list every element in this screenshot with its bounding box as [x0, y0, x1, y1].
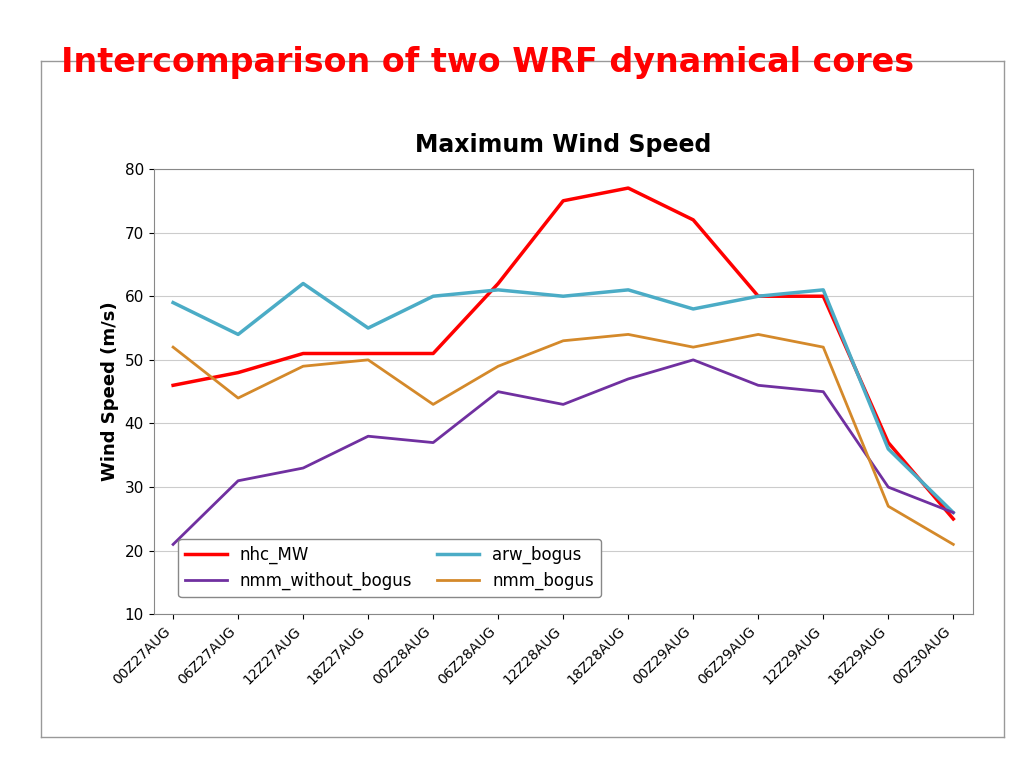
nhc_MW [687, 215, 699, 224]
arw_bogus [232, 329, 245, 339]
Line: arw_bogus: arw_bogus [173, 283, 953, 512]
arw_bogus [362, 323, 375, 333]
nmm_without_bogus [687, 356, 699, 365]
nhc_MW [817, 292, 829, 301]
nhc_MW [493, 279, 505, 288]
arw_bogus [167, 298, 179, 307]
nhc_MW [622, 184, 634, 193]
nhc_MW [947, 515, 959, 524]
nmm_without_bogus [362, 432, 375, 441]
Line: nhc_MW: nhc_MW [173, 188, 953, 519]
nhc_MW [882, 438, 894, 447]
arw_bogus [752, 292, 764, 301]
nmm_bogus [557, 336, 569, 346]
nmm_bogus [167, 343, 179, 352]
arw_bogus [557, 292, 569, 301]
arw_bogus [427, 292, 439, 301]
nhc_MW [167, 381, 179, 390]
nmm_without_bogus [167, 540, 179, 549]
nmm_bogus [362, 356, 375, 365]
arw_bogus [297, 279, 309, 288]
nmm_without_bogus [427, 438, 439, 447]
nmm_without_bogus [493, 387, 505, 396]
nmm_bogus [882, 502, 894, 511]
nhc_MW [427, 349, 439, 358]
arw_bogus [687, 304, 699, 313]
arw_bogus [493, 285, 505, 294]
nmm_without_bogus [232, 476, 245, 485]
nmm_bogus [427, 400, 439, 409]
nmm_bogus [687, 343, 699, 352]
nhc_MW [752, 292, 764, 301]
Legend: nhc_MW, nmm_without_bogus, arw_bogus, nmm_bogus: nhc_MW, nmm_without_bogus, arw_bogus, nm… [178, 539, 601, 598]
nhc_MW [297, 349, 309, 358]
arw_bogus [882, 445, 894, 454]
nmm_bogus [947, 540, 959, 549]
arw_bogus [947, 508, 959, 517]
nmm_bogus [622, 329, 634, 339]
Title: Maximum Wind Speed: Maximum Wind Speed [415, 134, 712, 157]
nmm_bogus [297, 362, 309, 371]
nmm_bogus [752, 329, 764, 339]
nhc_MW [232, 368, 245, 377]
nmm_without_bogus [882, 482, 894, 492]
nmm_without_bogus [752, 381, 764, 390]
arw_bogus [817, 285, 829, 294]
nmm_without_bogus [297, 463, 309, 472]
nhc_MW [362, 349, 375, 358]
nmm_without_bogus [557, 400, 569, 409]
nmm_bogus [493, 362, 505, 371]
Text: Intercomparison of two WRF dynamical cores: Intercomparison of two WRF dynamical cor… [61, 46, 914, 79]
Line: nmm_bogus: nmm_bogus [173, 334, 953, 545]
arw_bogus [622, 285, 634, 294]
nmm_bogus [232, 393, 245, 402]
Line: nmm_without_bogus: nmm_without_bogus [173, 360, 953, 545]
nhc_MW [557, 196, 569, 205]
nmm_bogus [817, 343, 829, 352]
Y-axis label: Wind Speed (m/s): Wind Speed (m/s) [101, 302, 119, 482]
nmm_without_bogus [817, 387, 829, 396]
nmm_without_bogus [622, 374, 634, 383]
nmm_without_bogus [947, 508, 959, 517]
